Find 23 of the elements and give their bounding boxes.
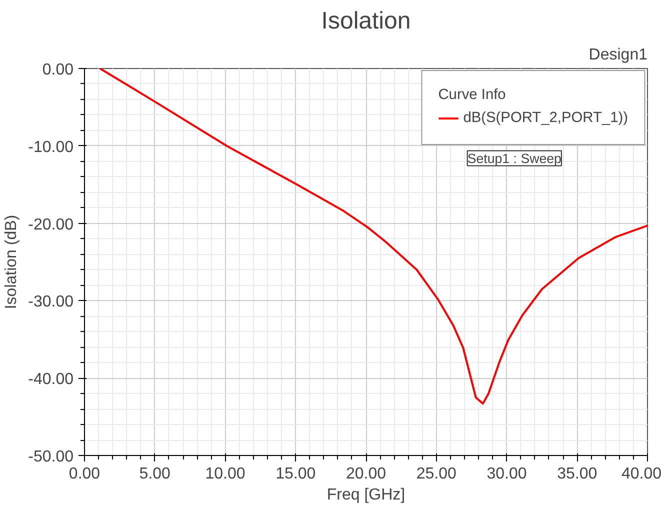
y-axis-title: Isolation (dB) [3, 214, 20, 310]
y-tick-label: 0.00 [42, 62, 74, 78]
x-tick-label: 30.00 [486, 466, 527, 482]
text: Design1 [588, 46, 648, 64]
legend-label: dB(S(PORT_2,PORT_1)) [463, 110, 628, 126]
y-tick-label: -20.00 [28, 216, 74, 234]
legend-title: Curve Info [438, 87, 507, 103]
line-series [98, 68, 648, 405]
x-tick-label: 10.00 [205, 466, 246, 482]
x-tick-label: 5.00 [139, 466, 171, 482]
x-tick-label: 25.00 [416, 466, 456, 482]
annotation: Setup1 : Sweep [467, 150, 562, 166]
x-tick-label: 15.00 [276, 466, 316, 482]
x-tick-label: 35.00 [557, 466, 598, 482]
y-tick-label: -10.00 [28, 138, 74, 156]
x-axis-title: Freq [GHz] [326, 486, 406, 504]
x-tick-label: 40.00 [621, 466, 661, 482]
x-tick-label: 20.00 [346, 466, 386, 482]
y-tick-label: -30.00 [28, 294, 74, 311]
y-tick-label: -50.00 [28, 448, 74, 466]
x-tick-label: 0.00 [68, 466, 100, 482]
chart-title: Isolation [321, 8, 411, 34]
y-tick-label: -40.00 [28, 371, 74, 388]
